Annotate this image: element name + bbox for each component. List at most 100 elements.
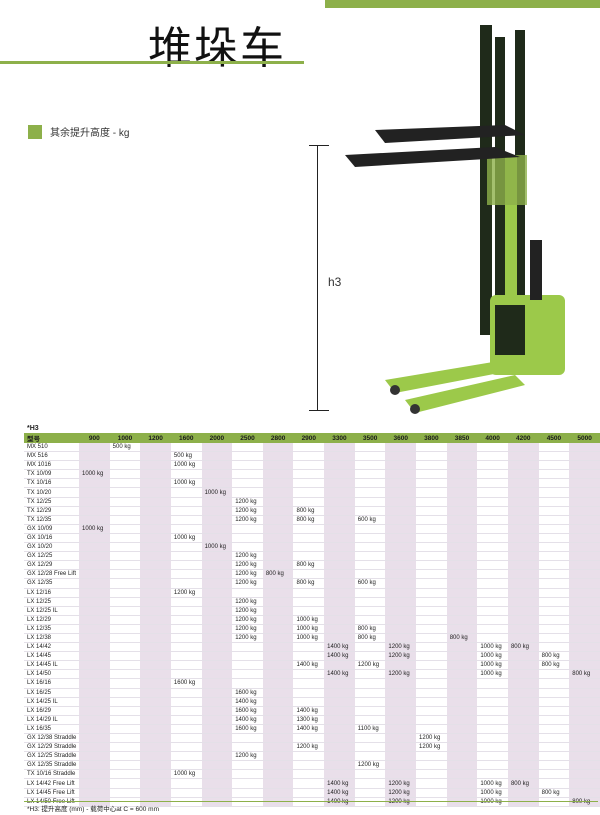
capacity-cell-1200	[140, 651, 171, 662]
capacity-cell-4000	[477, 451, 508, 462]
capacity-cell-3300	[324, 451, 355, 462]
capacity-cell-4500	[538, 478, 570, 489]
capacity-cell-2900: 1200 kg	[293, 742, 325, 753]
table-row: LX 16/25 1600 kg	[24, 688, 600, 698]
capacity-cell-4000	[477, 588, 508, 598]
capacity-cell-1200	[140, 751, 171, 762]
capacity-cell-3500	[354, 769, 386, 780]
capacity-cell-3500	[354, 469, 386, 480]
model-cell: LX 12/16	[24, 588, 79, 598]
capacity-cell-5000	[569, 706, 600, 716]
capacity-cell-3600	[385, 569, 417, 580]
capacity-cell-2500: 1200 kg	[232, 515, 263, 525]
column-header-3850: 3850	[446, 433, 478, 443]
capacity-cell-2000	[201, 588, 233, 598]
capacity-cell-5000	[569, 642, 600, 653]
capacity-cell-900	[79, 760, 110, 771]
capacity-cell-4500	[538, 742, 570, 753]
capacity-cell-4000	[477, 724, 508, 735]
capacity-cell-2900	[293, 478, 325, 489]
capacity-cell-3800	[416, 669, 447, 680]
capacity-cell-2900	[293, 751, 325, 762]
column-header-4200: 4200	[507, 433, 539, 443]
capacity-cell-1600	[170, 742, 202, 753]
capacity-cell-900: 1000 kg	[79, 469, 110, 480]
capacity-cell-3300: 1400 kg	[324, 642, 355, 653]
capacity-cell-3600	[385, 460, 417, 471]
table-row: LX 12/25 1200 kg	[24, 597, 600, 607]
capacity-cell-1600	[170, 660, 202, 671]
table-row: LX 14/50 1400 kg 1200 kg 1000 kg 800 kg	[24, 669, 600, 680]
capacity-cell-1000	[109, 669, 141, 680]
capacity-cell-3300	[324, 487, 355, 498]
capacity-cell-3500	[354, 451, 386, 462]
capacity-cell-2900	[293, 769, 325, 780]
table-row: LX 14/45 1400 kg 1200 kg 1000 kg 800 kg	[24, 651, 600, 662]
capacity-cell-1600	[170, 651, 202, 662]
capacity-cell-4000	[477, 597, 508, 607]
capacity-cell-3300	[324, 443, 355, 453]
table-row: TX 10/16 1000 kg	[24, 478, 600, 489]
capacity-cell-5000	[569, 760, 600, 771]
capacity-cell-4200	[507, 697, 539, 707]
capacity-cell-3600	[385, 487, 417, 498]
capacity-cell-5000: 800 kg	[569, 669, 600, 680]
capacity-cell-4500	[538, 551, 570, 562]
table-row: GX 12/29 Straddle 1200 kg 1200 kg	[24, 742, 600, 753]
capacity-cell-3850	[446, 760, 478, 771]
capacity-cell-3800	[416, 569, 447, 580]
capacity-cell-3600	[385, 443, 417, 453]
capacity-cell-1600: 1000 kg	[170, 460, 202, 471]
capacity-cell-1200	[140, 660, 171, 671]
capacity-cell-2800	[262, 669, 294, 680]
model-cell: GX 12/28 Free Lift	[24, 569, 79, 580]
capacity-cell-3500	[354, 615, 386, 625]
capacity-cell-900	[79, 515, 110, 525]
capacity-cell-4500	[538, 624, 570, 634]
capacity-cell-1200	[140, 451, 171, 462]
capacity-cell-3600	[385, 660, 417, 671]
capacity-cell-1200	[140, 560, 171, 571]
table-row: LX 12/25 IL 1200 kg	[24, 606, 600, 616]
capacity-cell-3850	[446, 478, 478, 489]
capacity-cell-4000	[477, 606, 508, 616]
capacity-cell-2900: 800 kg	[293, 560, 325, 571]
capacity-cell-2800	[262, 751, 294, 762]
capacity-cell-3800	[416, 760, 447, 771]
capacity-cell-2900	[293, 497, 325, 507]
capacity-cell-2500	[232, 642, 263, 653]
capacity-cell-3300	[324, 542, 355, 553]
capacity-cell-1000	[109, 451, 141, 462]
capacity-cell-2800: 800 kg	[262, 569, 294, 580]
capacity-cell-1200	[140, 606, 171, 616]
capacity-cell-1600	[170, 551, 202, 562]
capacity-cell-900	[79, 606, 110, 616]
capacity-cell-2900	[293, 760, 325, 771]
capacity-cell-3850	[446, 606, 478, 616]
capacity-cell-900	[79, 742, 110, 753]
capacity-cell-4200	[507, 760, 539, 771]
table-row: LX 16/29 1600 kg 1400 kg	[24, 706, 600, 716]
capacity-cell-2500: 1200 kg	[232, 578, 263, 589]
capacity-cell-3300	[324, 624, 355, 634]
capacity-cell-2800	[262, 478, 294, 489]
capacity-cell-4500	[538, 524, 570, 534]
capacity-cell-2500: 1200 kg	[232, 624, 263, 634]
capacity-cell-3800	[416, 660, 447, 671]
table-row: LX 12/29 1200 kg 1000 kg	[24, 615, 600, 625]
capacity-cell-4200: 800 kg	[507, 778, 539, 789]
capacity-cell-3600	[385, 688, 417, 698]
capacity-cell-2900: 1000 kg	[293, 624, 325, 634]
capacity-cell-4200	[507, 560, 539, 571]
capacity-cell-3850	[446, 597, 478, 607]
capacity-cell-3500	[354, 733, 386, 744]
capacity-cell-4500	[538, 706, 570, 716]
legend: 其余提升高度 - kg	[28, 124, 129, 139]
capacity-cell-2500: 1200 kg	[232, 751, 263, 762]
table-row: LX 12/35 1200 kg 1000 kg 800 kg	[24, 624, 600, 634]
capacity-cell-2800	[262, 460, 294, 471]
capacity-cell-2000	[201, 533, 233, 544]
capacity-cell-3850	[446, 460, 478, 471]
capacity-cell-2500	[232, 460, 263, 471]
capacity-cell-900	[79, 715, 110, 725]
